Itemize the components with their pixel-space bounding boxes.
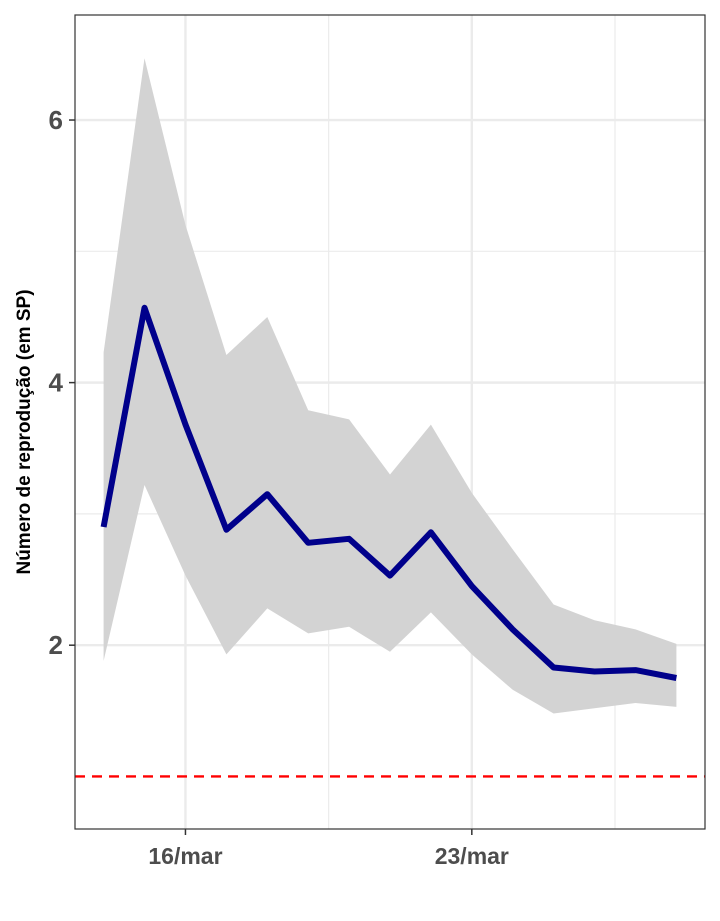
- series-line-path: [100, 304, 677, 681]
- confidence-band: [103, 58, 677, 714]
- y-axis-ticks: 2 4 6: [49, 105, 75, 660]
- x-tick-label: 23/mar: [435, 843, 509, 869]
- x-tick-label: 16/mar: [148, 843, 222, 869]
- y-tick-label: 4: [49, 368, 64, 398]
- x-axis-ticks: 16/mar 23/mar: [148, 829, 509, 869]
- panel-border: [74, 14, 706, 830]
- series-line: [100, 304, 677, 681]
- y-axis-title: Número de reprodução (em SP): [14, 289, 35, 574]
- y-tick-label: 2: [49, 630, 63, 660]
- confidence-band-area: [103, 58, 677, 714]
- y-tick-label: 6: [49, 105, 63, 135]
